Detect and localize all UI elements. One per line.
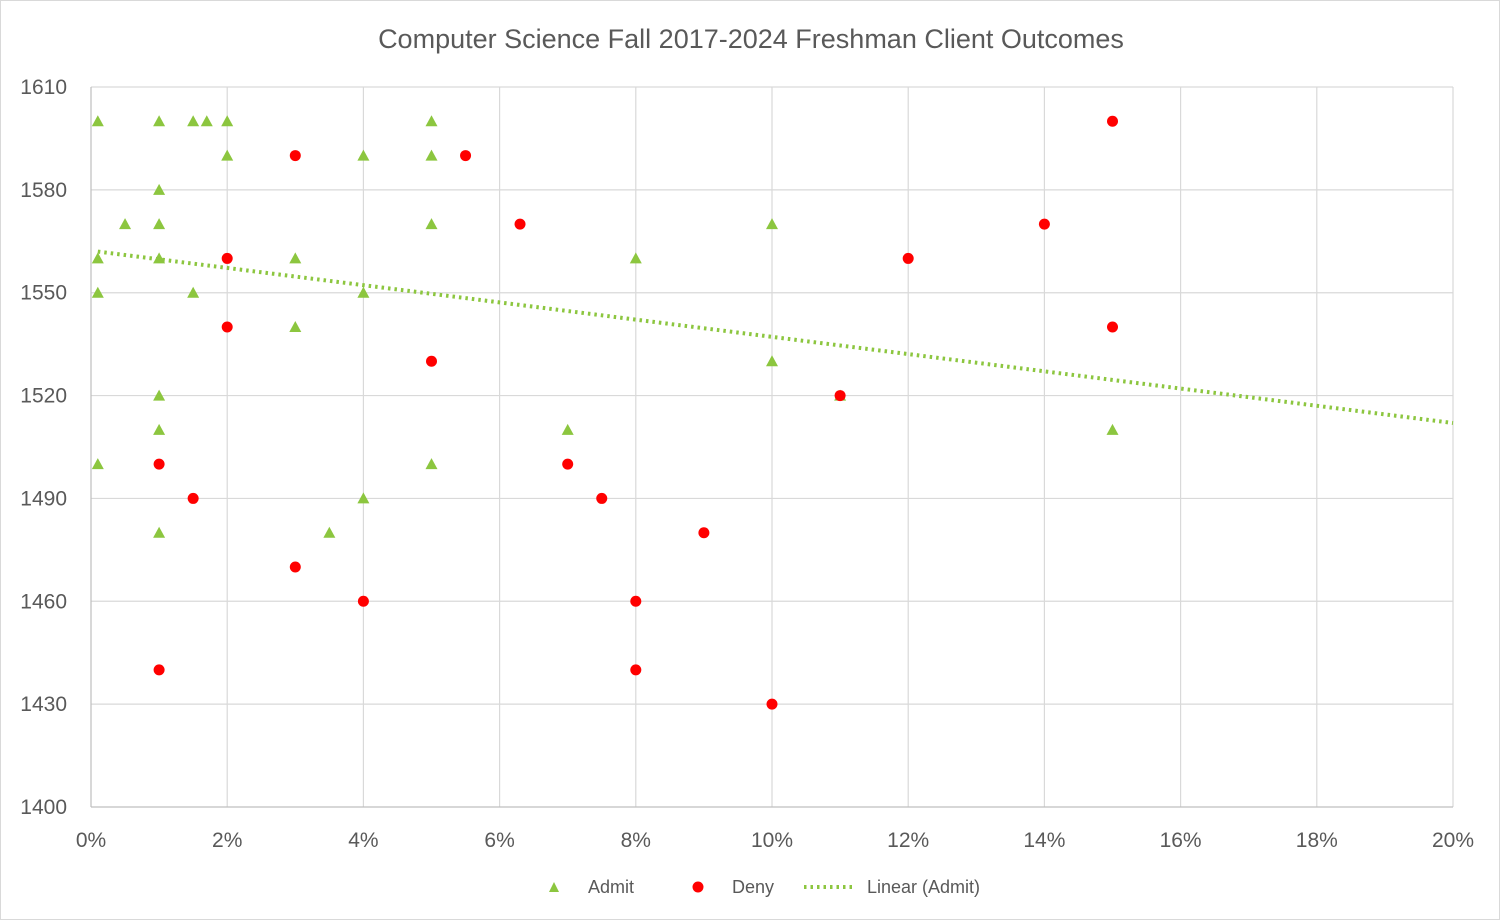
x-tick-label: 10% — [751, 829, 793, 852]
point-admit[interactable] — [289, 321, 302, 332]
point-admit[interactable] — [766, 355, 778, 367]
point-admit[interactable] — [91, 286, 104, 298]
axes: 1400 1430 1460 1490 1520 1550 1580 1610 0% 2% 4% 6%… — [20, 76, 1474, 852]
point-admit[interactable] — [221, 115, 234, 127]
point-admit[interactable] — [153, 252, 166, 264]
y-tick-label: 1400 — [20, 796, 67, 819]
point-admit[interactable] — [766, 218, 778, 230]
point-deny[interactable] — [357, 595, 369, 607]
point-deny[interactable] — [1038, 218, 1050, 230]
point-admit[interactable] — [221, 149, 234, 161]
point-admit[interactable] — [629, 252, 642, 264]
point-deny[interactable] — [153, 458, 165, 470]
point-admit[interactable] — [289, 252, 302, 264]
point-deny[interactable] — [630, 595, 642, 607]
x-tick-label: 0% — [76, 829, 106, 852]
x-tick-label: 8% — [621, 829, 651, 852]
point-deny[interactable] — [1107, 321, 1118, 333]
x-tick-label: 20% — [1432, 829, 1474, 852]
point-admit[interactable] — [425, 218, 438, 230]
point-admit[interactable] — [187, 286, 200, 298]
point-deny[interactable] — [221, 252, 233, 264]
legend-label-admit: Admit — [588, 877, 634, 897]
legend-item-linear-admit[interactable]: Linear (Admit) — [804, 877, 980, 897]
point-admit[interactable] — [323, 526, 336, 538]
legend-label-deny: Deny — [732, 877, 774, 897]
y-tick-label: 1610 — [20, 76, 67, 99]
point-admit[interactable] — [91, 252, 104, 264]
x-tick-label: 16% — [1160, 829, 1202, 852]
point-admit[interactable] — [187, 115, 200, 127]
point-deny[interactable] — [153, 664, 165, 676]
y-tick-label: 1430 — [20, 693, 67, 716]
point-deny[interactable] — [289, 561, 301, 573]
y-tick-label: 1460 — [20, 590, 67, 613]
point-admit[interactable] — [153, 389, 166, 401]
point-deny[interactable] — [1107, 115, 1118, 127]
point-admit[interactable] — [153, 115, 166, 127]
y-tick-label: 1550 — [20, 282, 67, 305]
point-deny[interactable] — [698, 527, 710, 539]
point-deny[interactable] — [289, 150, 301, 162]
gridlines — [91, 86, 1454, 807]
point-admit[interactable] — [425, 149, 438, 161]
point-deny[interactable] — [187, 492, 199, 504]
point-admit[interactable] — [119, 218, 132, 230]
point-admit[interactable] — [561, 423, 574, 435]
x-tick-label: 14% — [1023, 829, 1065, 852]
legend-label-trendline: Linear (Admit) — [867, 877, 980, 897]
point-admit[interactable] — [425, 115, 438, 127]
point-admit[interactable] — [153, 218, 166, 230]
y-tick-label: 1520 — [20, 385, 67, 408]
point-deny[interactable] — [766, 698, 778, 710]
point-admit[interactable] — [1106, 423, 1119, 435]
point-deny[interactable] — [460, 150, 472, 162]
chart-title: Computer Science Fall 2017-2024 Freshman… — [378, 24, 1124, 54]
point-admit[interactable] — [357, 492, 370, 504]
point-deny[interactable] — [902, 252, 914, 264]
point-admit[interactable] — [425, 458, 438, 470]
data-points — [91, 115, 1119, 710]
point-deny[interactable] — [630, 664, 642, 676]
point-admit[interactable] — [357, 286, 370, 298]
x-tick-label: 6% — [484, 829, 514, 852]
x-tick-label: 2% — [212, 829, 242, 852]
trendline-linear-admit — [97, 249, 1454, 425]
legend-triangle-icon — [549, 882, 559, 892]
x-tick-label: 4% — [348, 829, 378, 852]
legend-circle-icon — [692, 881, 704, 893]
point-admit[interactable] — [91, 115, 104, 127]
point-deny[interactable] — [562, 458, 574, 470]
point-admit[interactable] — [91, 458, 104, 470]
point-admit[interactable] — [153, 183, 166, 195]
legend: Admit Deny Linear (Admit) — [549, 877, 980, 897]
legend-item-admit[interactable]: Admit — [549, 877, 634, 897]
x-tick-label: 18% — [1296, 829, 1338, 852]
point-deny[interactable] — [221, 321, 233, 333]
point-admit[interactable] — [200, 115, 213, 127]
point-admit[interactable] — [153, 423, 166, 435]
point-deny[interactable] — [514, 218, 526, 230]
x-tick-label: 12% — [887, 829, 929, 852]
point-deny[interactable] — [426, 355, 437, 367]
point-deny[interactable] — [834, 390, 846, 402]
y-tick-label: 1580 — [20, 179, 67, 202]
legend-item-deny[interactable]: Deny — [692, 877, 775, 897]
trendline-layer — [97, 249, 1454, 425]
point-admit[interactable] — [357, 149, 370, 161]
y-tick-label: 1490 — [20, 487, 67, 510]
point-deny[interactable] — [596, 492, 608, 504]
point-admit[interactable] — [153, 526, 166, 538]
